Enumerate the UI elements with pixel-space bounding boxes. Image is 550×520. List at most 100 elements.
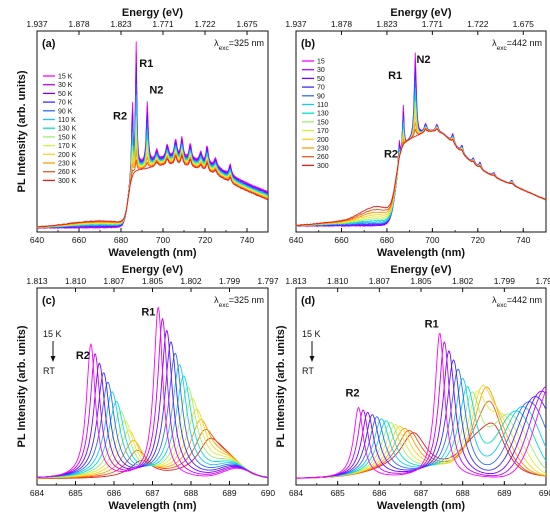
- x-tick-label: 640: [289, 235, 303, 245]
- legend-label: 130: [317, 111, 329, 118]
- top-tick-label: 1.805: [142, 276, 164, 286]
- legend-label: 110 K: [58, 117, 76, 124]
- panel-c: 684 685 686 687 688 689 690 1.813 1.810 1.807 1.80…: [16, 264, 279, 512]
- top-tick-label: 1.797: [535, 276, 550, 286]
- temp-to-label: RT: [302, 366, 314, 376]
- top-tick-label: 1.813: [285, 276, 307, 286]
- x-axis-title: Wavelength (nm): [108, 247, 197, 259]
- plot-frame: [36, 30, 269, 233]
- top-tick-label: 1.799: [219, 276, 241, 286]
- peak-label: N2: [149, 84, 163, 96]
- peak-label: R2: [113, 110, 127, 122]
- x-tick-label: 740: [240, 235, 254, 245]
- y-axis-title: PL Intensity (arb. units): [16, 70, 28, 192]
- legend-label: 300 K: [58, 178, 77, 185]
- x-tick-label: 680: [380, 235, 394, 245]
- top-tick-label: 1.810: [327, 276, 349, 286]
- x-tick-label: 684: [30, 488, 44, 498]
- x-tick-label: 680: [114, 235, 128, 245]
- x-tick-label: 690: [539, 488, 550, 498]
- panel-letter: (d): [301, 295, 315, 307]
- top-tick-label: 1.722: [467, 19, 489, 29]
- top-tick-label: 1.805: [410, 276, 432, 286]
- spectrum-line: [295, 128, 547, 227]
- legend-label: 170 K: [58, 143, 77, 150]
- spectrum-line: [295, 66, 547, 227]
- spectrum-line: [296, 386, 547, 479]
- spectrum-line: [295, 52, 547, 227]
- legend-label: 90: [317, 93, 325, 100]
- series-group: [295, 52, 547, 227]
- panel-d: 684 685 686 687 688 689 690 1.813 1.810 1.807 1.80…: [275, 264, 550, 512]
- legend-label: 130 K: [58, 126, 77, 133]
- peak-label: R2: [384, 149, 398, 161]
- lambda: λ: [492, 38, 497, 48]
- legend-label: 170: [317, 128, 329, 135]
- x-tick-label: 660: [72, 235, 86, 245]
- temp-from-label: 15 K: [43, 329, 62, 339]
- spectrum-line: [295, 100, 546, 227]
- spectrum-line: [36, 341, 269, 478]
- spectrum-line: [295, 128, 547, 226]
- legend-label: 15: [317, 59, 325, 66]
- excitation-label: λexc=442 nm: [492, 38, 542, 52]
- x-tick-label: 689: [497, 488, 511, 498]
- top-axis-title: Energy (eV): [122, 264, 183, 276]
- y-axis-title: PL Intensity (arb. units): [275, 325, 287, 447]
- legend-label: 30 K: [58, 82, 73, 89]
- spectrum-line: [295, 341, 547, 479]
- panel-letter: (c): [42, 295, 56, 307]
- legend-label: 260 K: [58, 169, 77, 176]
- top-tick-label: 1.813: [26, 276, 48, 286]
- spectrum-line: [296, 333, 547, 479]
- legend-label: 230 K: [58, 161, 77, 168]
- plot-frame: [295, 30, 547, 233]
- x-tick-label: 684: [289, 488, 303, 498]
- x-tick-label: 690: [261, 488, 275, 498]
- x-tick-label: 685: [331, 488, 345, 498]
- legend-label: 110: [317, 102, 328, 109]
- spectrum-line: [36, 94, 268, 229]
- temp-arrow-head: [50, 356, 56, 362]
- x-tick-label: 700: [156, 235, 170, 245]
- top-tick-label: 1.878: [331, 19, 353, 29]
- legend-label: 15 K: [58, 74, 73, 81]
- legend-label: 50 K: [58, 91, 73, 98]
- excitation-value: =442 nm: [507, 295, 542, 305]
- x-axis-title: Wavelength (nm): [108, 500, 197, 512]
- plot-frame: [295, 287, 547, 486]
- lambda-subscript: exc: [219, 302, 230, 309]
- x-tick-label: 688: [184, 488, 198, 498]
- top-axis-title: Energy (eV): [122, 7, 183, 19]
- x-axis-title: Wavelength (nm): [377, 247, 466, 259]
- spectrum-line: [295, 59, 547, 227]
- temp-from-label: 15 K: [302, 329, 321, 339]
- spectrum-line: [295, 73, 547, 227]
- top-tick-label: 1.799: [494, 276, 516, 286]
- x-tick-label: 640: [30, 235, 44, 245]
- temp-to-label: RT: [43, 366, 55, 376]
- legend-label: 50: [317, 76, 325, 83]
- temp-arrow-head: [309, 356, 315, 362]
- spectrum-line: [295, 122, 546, 227]
- lambda: λ: [492, 295, 497, 305]
- excitation-label: λexc=325 nm: [214, 295, 264, 309]
- excitation-value: =325 nm: [229, 295, 264, 305]
- spectrum-line: [295, 107, 547, 227]
- x-tick-label: 687: [145, 488, 159, 498]
- x-tick-label: 689: [222, 488, 236, 498]
- excitation-value: =325 nm: [229, 38, 264, 48]
- legend-label: 200: [317, 137, 329, 144]
- panel-letter: (a): [42, 38, 56, 50]
- spectrum-line: [295, 94, 546, 227]
- top-axis-title: Energy (eV): [390, 264, 451, 276]
- peak-label: R2: [76, 350, 90, 362]
- x-tick-label: 685: [68, 488, 82, 498]
- spectrum-line: [295, 87, 547, 227]
- series-group: [295, 333, 547, 479]
- top-tick-label: 1.675: [513, 19, 535, 29]
- legend-label: 230: [317, 146, 329, 153]
- legend-label: 300: [317, 163, 329, 170]
